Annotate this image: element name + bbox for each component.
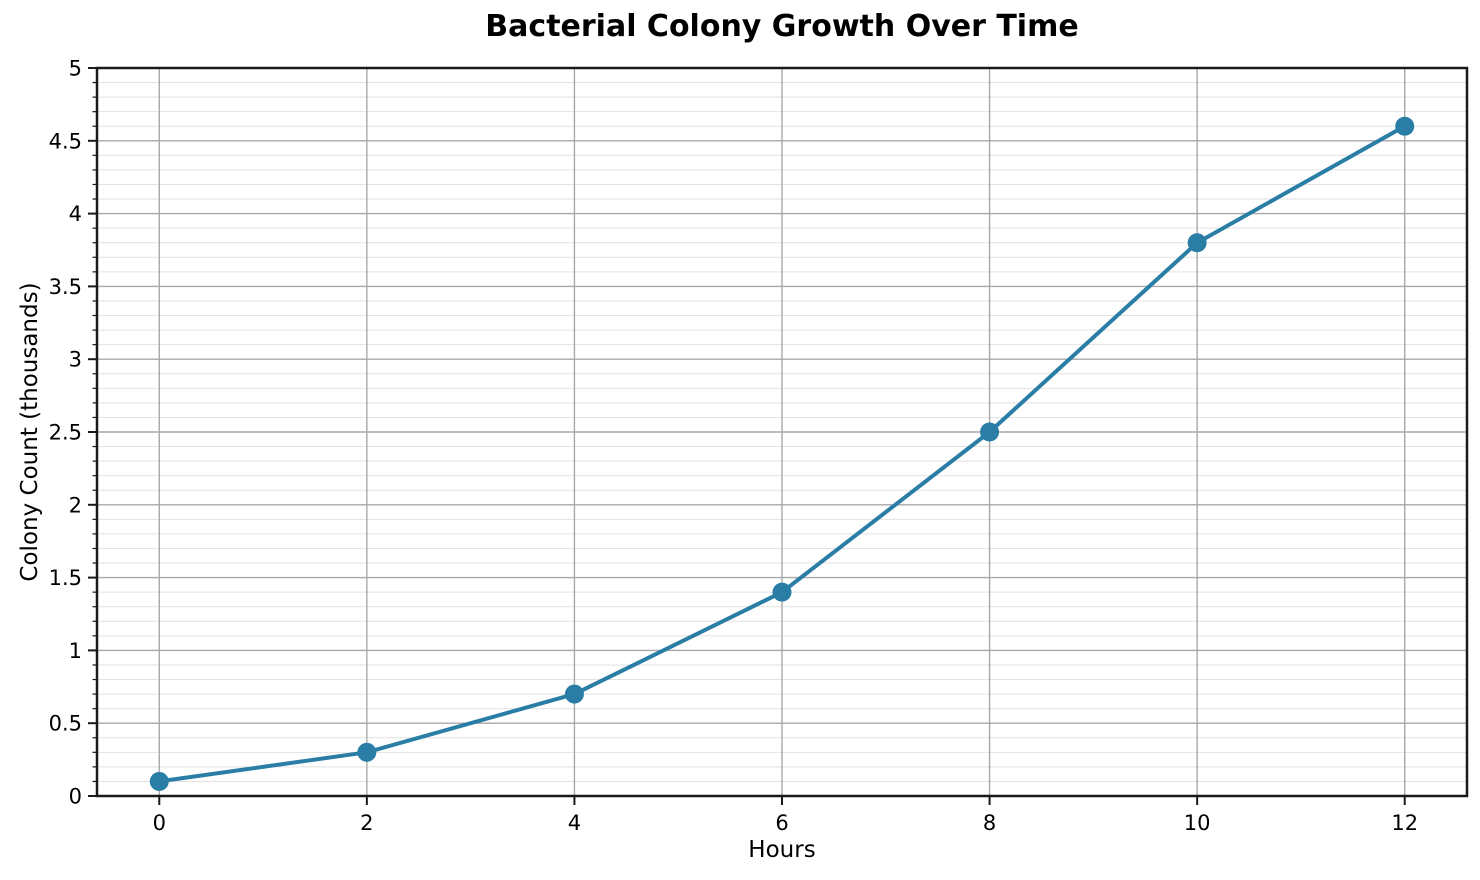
data-point-marker: [772, 582, 792, 602]
x-tick-label: 6: [775, 811, 788, 835]
data-point-marker: [1187, 233, 1207, 253]
y-tick-label: 3: [69, 348, 82, 372]
data-point-marker: [564, 684, 584, 704]
data-point-marker: [980, 422, 1000, 442]
x-tick-label: 8: [983, 811, 996, 835]
chart-title: Bacterial Colony Growth Over Time: [485, 9, 1079, 44]
data-point-marker: [357, 742, 377, 762]
y-tick-label: 3.5: [49, 275, 82, 299]
y-tick-label: 5: [69, 57, 82, 81]
y-tick-label: 4: [69, 202, 82, 226]
x-tick-label: 4: [568, 811, 581, 835]
y-tick-label: 0: [69, 785, 82, 809]
x-tick-label: 2: [360, 811, 373, 835]
y-tick-label: 4.5: [49, 129, 82, 153]
x-tick-label: 10: [1184, 811, 1211, 835]
y-tick-label: 0.5: [49, 712, 82, 736]
data-point-marker: [1395, 116, 1415, 136]
data-point-marker: [149, 771, 169, 791]
y-axis-label: Colony Count (thousands): [17, 282, 43, 582]
x-tick-label: 0: [153, 811, 166, 835]
y-tick-label: 2: [69, 493, 82, 517]
x-tick-label: 12: [1391, 811, 1418, 835]
y-tick-label: 2.5: [49, 421, 82, 445]
x-axis-label: Hours: [748, 837, 816, 863]
y-tick-label: 1.5: [49, 566, 82, 590]
y-tick-label: 1: [69, 639, 82, 663]
